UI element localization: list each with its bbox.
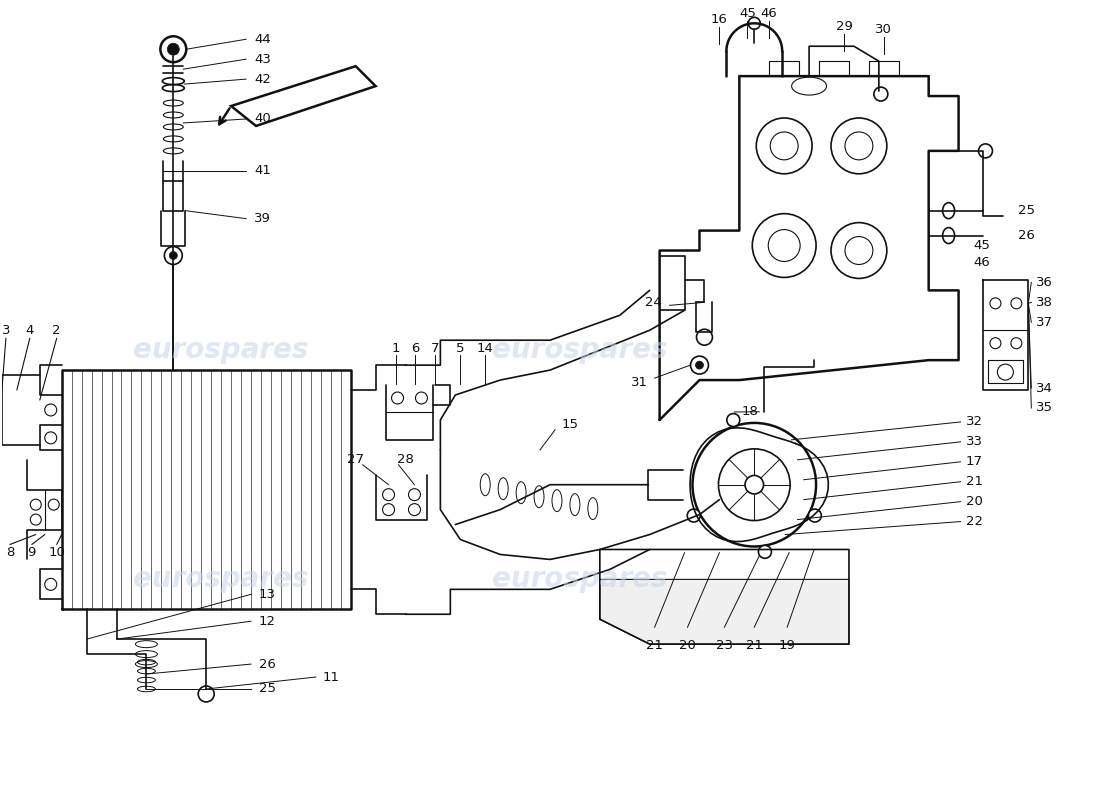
- Text: 42: 42: [254, 73, 271, 86]
- Text: 43: 43: [254, 53, 271, 66]
- Text: 37: 37: [1036, 316, 1054, 329]
- Text: eurospares: eurospares: [492, 566, 668, 594]
- Text: 25: 25: [258, 682, 276, 695]
- Text: 14: 14: [476, 342, 494, 354]
- Text: 21: 21: [646, 639, 663, 652]
- Polygon shape: [600, 579, 849, 644]
- Text: 33: 33: [966, 435, 982, 448]
- Text: 41: 41: [254, 164, 271, 178]
- Circle shape: [727, 414, 740, 426]
- Circle shape: [167, 43, 179, 55]
- Text: 30: 30: [876, 22, 892, 36]
- Text: 9: 9: [28, 546, 36, 559]
- Text: 13: 13: [258, 588, 276, 601]
- Text: 26: 26: [258, 658, 276, 670]
- Circle shape: [164, 246, 183, 265]
- Text: 20: 20: [966, 495, 982, 508]
- Text: 2: 2: [53, 324, 60, 337]
- Text: 26: 26: [1019, 229, 1035, 242]
- Text: 32: 32: [966, 415, 982, 429]
- Text: 17: 17: [966, 455, 982, 468]
- Circle shape: [169, 251, 177, 259]
- Text: 36: 36: [1036, 276, 1053, 289]
- Text: 1: 1: [392, 342, 399, 354]
- Circle shape: [161, 36, 186, 62]
- Text: eurospares: eurospares: [133, 566, 309, 594]
- Text: eurospares: eurospares: [492, 336, 668, 364]
- Polygon shape: [231, 66, 375, 126]
- Text: 23: 23: [716, 639, 733, 652]
- Text: 5: 5: [456, 342, 464, 354]
- Circle shape: [745, 475, 763, 494]
- Circle shape: [688, 509, 701, 522]
- Text: 20: 20: [679, 639, 696, 652]
- Text: 6: 6: [411, 342, 420, 354]
- Text: 15: 15: [562, 418, 579, 431]
- Text: 46: 46: [974, 256, 990, 269]
- Text: 39: 39: [254, 212, 271, 225]
- Text: 12: 12: [258, 614, 276, 628]
- Text: 24: 24: [645, 296, 661, 309]
- Text: 46: 46: [761, 7, 778, 20]
- Text: 10: 10: [48, 546, 65, 559]
- Text: 40: 40: [254, 113, 271, 126]
- Text: 3: 3: [1, 324, 10, 337]
- Text: 8: 8: [6, 546, 14, 559]
- Text: 31: 31: [630, 375, 648, 389]
- Text: 34: 34: [1036, 382, 1053, 394]
- Text: eurospares: eurospares: [133, 336, 309, 364]
- Text: 4: 4: [25, 324, 34, 337]
- Text: 19: 19: [779, 639, 795, 652]
- Text: 21: 21: [966, 475, 982, 488]
- Text: 21: 21: [746, 639, 762, 652]
- Text: 35: 35: [1036, 402, 1054, 414]
- Circle shape: [198, 686, 214, 702]
- Text: 45: 45: [974, 239, 990, 252]
- Circle shape: [695, 361, 704, 369]
- Text: 16: 16: [711, 13, 728, 26]
- Text: 18: 18: [741, 406, 758, 418]
- Text: 29: 29: [836, 20, 852, 33]
- Text: 25: 25: [1019, 204, 1035, 217]
- Text: 38: 38: [1036, 296, 1053, 309]
- Circle shape: [808, 509, 822, 522]
- Text: 45: 45: [739, 7, 756, 20]
- Circle shape: [758, 546, 771, 558]
- Text: 27: 27: [348, 454, 364, 466]
- Text: 7: 7: [431, 342, 440, 354]
- Text: 22: 22: [966, 515, 982, 528]
- Text: 28: 28: [397, 454, 414, 466]
- Text: 44: 44: [254, 33, 271, 46]
- Text: 11: 11: [322, 670, 340, 683]
